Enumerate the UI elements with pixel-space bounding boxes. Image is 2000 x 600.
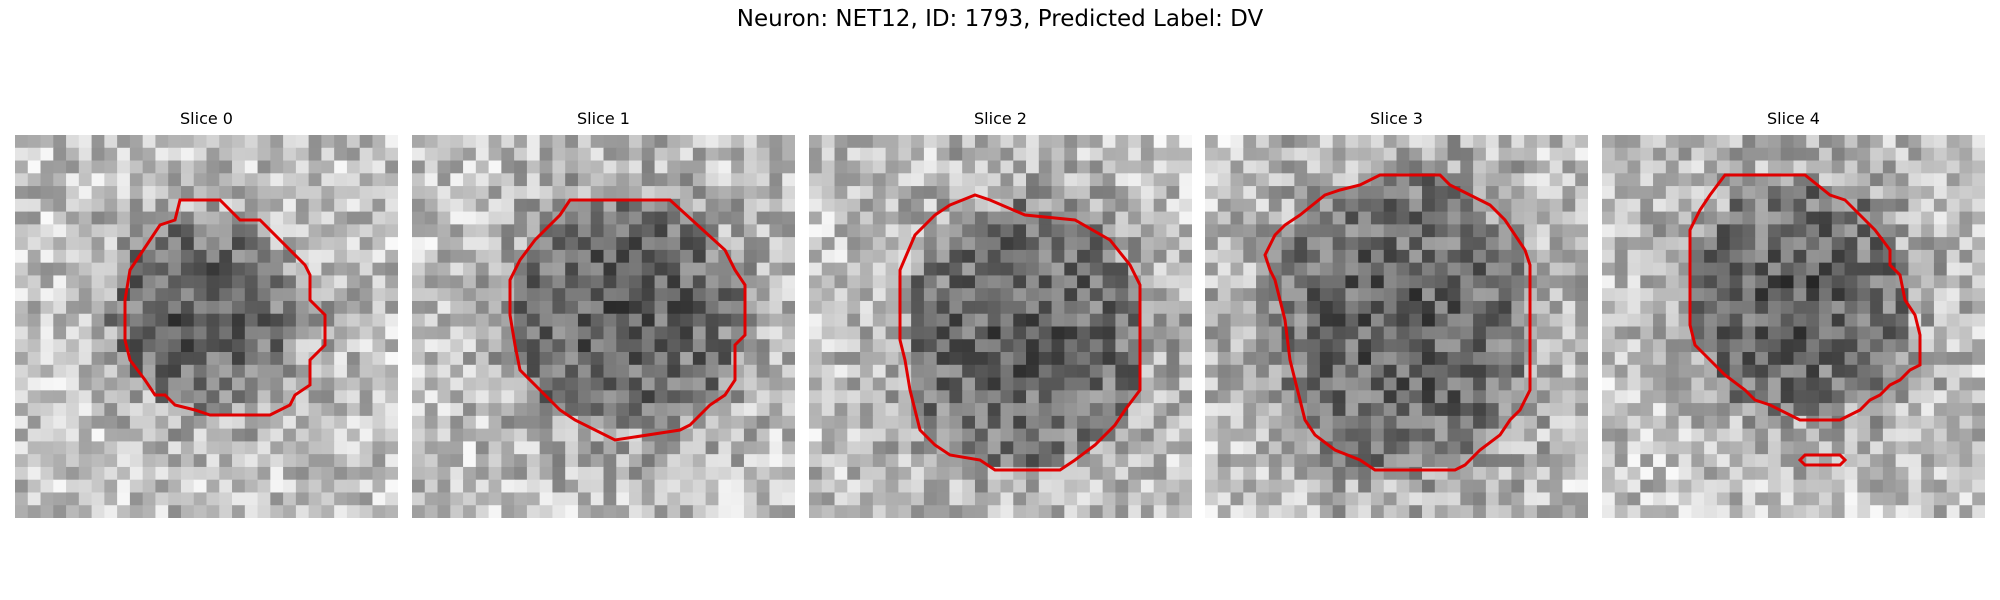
slice-image-1 bbox=[412, 135, 795, 518]
roi-contour bbox=[508, 198, 747, 442]
pixel-grid bbox=[15, 135, 398, 518]
roi-contour bbox=[123, 198, 327, 417]
slice-title: Slice 1 bbox=[577, 109, 630, 128]
slice-image-0 bbox=[15, 135, 398, 518]
slice-title: Slice 0 bbox=[180, 109, 233, 128]
pixel-grid bbox=[809, 135, 1192, 518]
roi-contour bbox=[1688, 173, 1922, 422]
slice-image-3 bbox=[1205, 135, 1588, 518]
figure-title: Neuron: NET12, ID: 1793, Predicted Label… bbox=[736, 6, 1264, 32]
slice-panel-2: Slice 2 bbox=[809, 108, 1192, 518]
roi-contour bbox=[898, 193, 1142, 472]
slice-title: Slice 2 bbox=[974, 109, 1027, 128]
roi-contour bbox=[1263, 173, 1532, 472]
slice-panel-4: Slice 4 bbox=[1602, 108, 1985, 518]
slice-title: Slice 4 bbox=[1767, 109, 1820, 128]
slice-image-4 bbox=[1602, 135, 1985, 518]
slice-panel-1: Slice 1 bbox=[412, 108, 795, 518]
slice-panel-0: Slice 0 bbox=[15, 108, 398, 518]
roi-contour-fragment bbox=[1797, 453, 1848, 467]
slice-panel-3: Slice 3 bbox=[1205, 108, 1588, 518]
pixel-grid bbox=[1602, 135, 1985, 518]
slice-image-2 bbox=[809, 135, 1192, 518]
pixel-grid bbox=[412, 135, 795, 518]
slice-title: Slice 3 bbox=[1370, 109, 1423, 128]
pixel-grid bbox=[1205, 135, 1588, 518]
